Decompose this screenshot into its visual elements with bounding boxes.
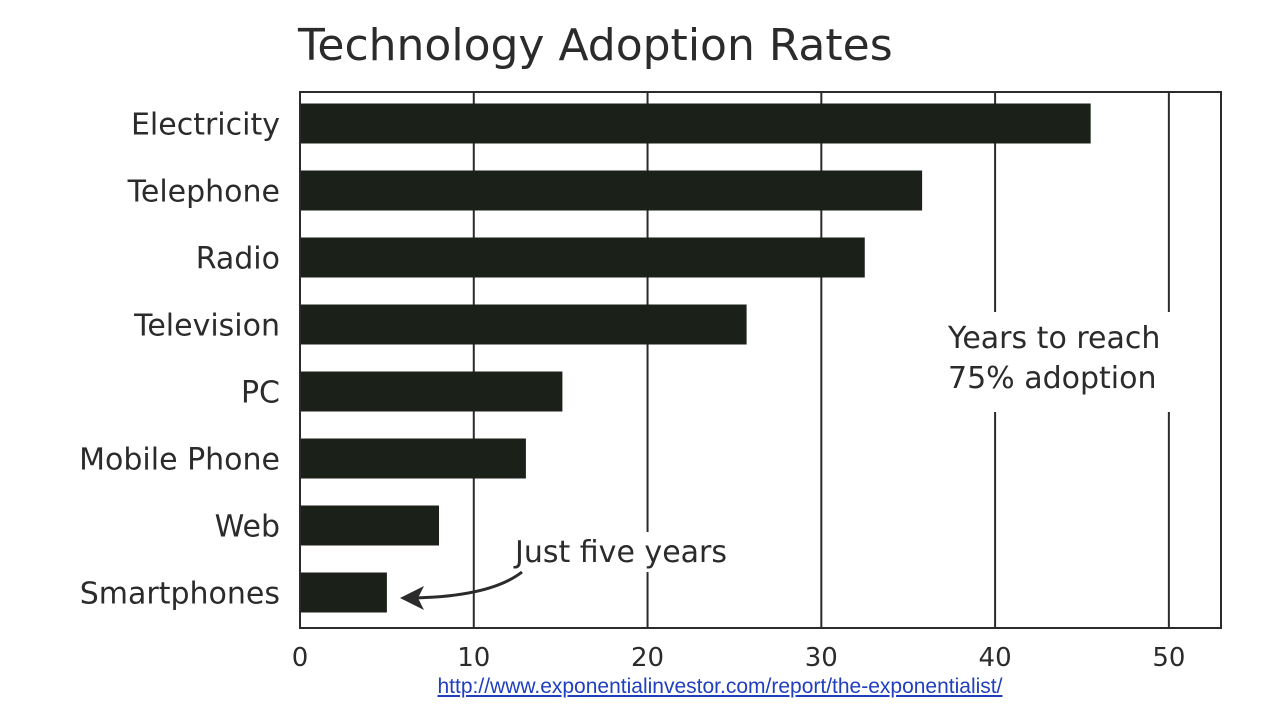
bar-television xyxy=(300,304,747,345)
x-tick-label: 30 xyxy=(805,643,838,673)
bar-mobile-phone xyxy=(300,438,526,479)
note-background xyxy=(940,312,1202,412)
note-line-1: Years to reach xyxy=(947,321,1160,356)
category-label: Smartphones xyxy=(80,577,280,612)
bar-smartphones xyxy=(300,572,387,613)
x-tick-label: 40 xyxy=(979,643,1012,673)
bar-web xyxy=(300,505,440,546)
bar-electricity xyxy=(300,103,1091,144)
x-tick-labels: 0 10 20 30 40 50 xyxy=(292,643,1186,673)
plot-frame xyxy=(299,91,1222,629)
category-label: Mobile Phone xyxy=(79,443,280,478)
category-label: Web xyxy=(215,510,280,545)
category-label: Telephone xyxy=(127,175,280,210)
category-label: Television xyxy=(133,309,280,344)
callout-arrow xyxy=(409,570,523,600)
callout-text: Just five years xyxy=(513,535,727,570)
x-tick-label: 0 xyxy=(292,643,309,673)
note-line-2: 75% adoption xyxy=(948,361,1157,396)
x-tick-label: 20 xyxy=(631,643,664,673)
category-labels: Electricity Telephone Radio Television PC Mob… xyxy=(79,108,280,612)
chart-title: Technology Adoption Rates xyxy=(297,20,893,71)
x-tick-label: 50 xyxy=(1152,643,1185,673)
source-link[interactable]: http://www.exponentialinvestor.com/repor… xyxy=(437,675,1003,698)
callout-arrowhead-icon xyxy=(400,586,424,610)
bar-radio xyxy=(300,237,865,278)
bars xyxy=(300,103,1091,613)
bar-pc xyxy=(300,371,563,412)
x-tick-label: 10 xyxy=(457,643,490,673)
category-label: PC xyxy=(241,376,280,411)
category-label: Radio xyxy=(196,242,280,277)
callout-background xyxy=(508,532,766,572)
bar-telephone xyxy=(300,170,923,211)
category-label: Electricity xyxy=(131,108,280,143)
